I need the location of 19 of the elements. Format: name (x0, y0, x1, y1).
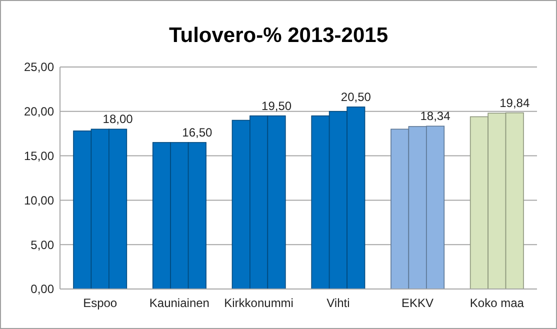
y-tick-label: 10,00 (24, 193, 54, 208)
y-tick-label: 25,00 (24, 60, 54, 74)
data-label: 16,50 (182, 125, 213, 140)
data-label: 19,50 (262, 98, 292, 113)
y-tick-label: 20,00 (24, 104, 54, 119)
data-label: 19,84 (500, 96, 530, 110)
x-tick-label: Koko maa (470, 296, 524, 310)
chart-title: Tulovero-% 2013-2015 (168, 24, 388, 47)
y-tick-label: 5,00 (30, 238, 54, 252)
x-tick-label: Espoo (83, 296, 118, 310)
x-tick-label: Kirkkonummi (224, 296, 294, 310)
x-tick-label: Kauniainen (149, 296, 210, 310)
y-tick-label: 15,00 (24, 149, 54, 163)
data-label: 18,00 (102, 112, 134, 126)
y-tick-label: 0,00 (30, 282, 54, 296)
x-tick-label: Vihti (326, 296, 350, 310)
data-label: 18,34 (420, 109, 451, 124)
x-tick-label: EKKV (402, 296, 434, 310)
data-label: 20,50 (340, 90, 372, 104)
